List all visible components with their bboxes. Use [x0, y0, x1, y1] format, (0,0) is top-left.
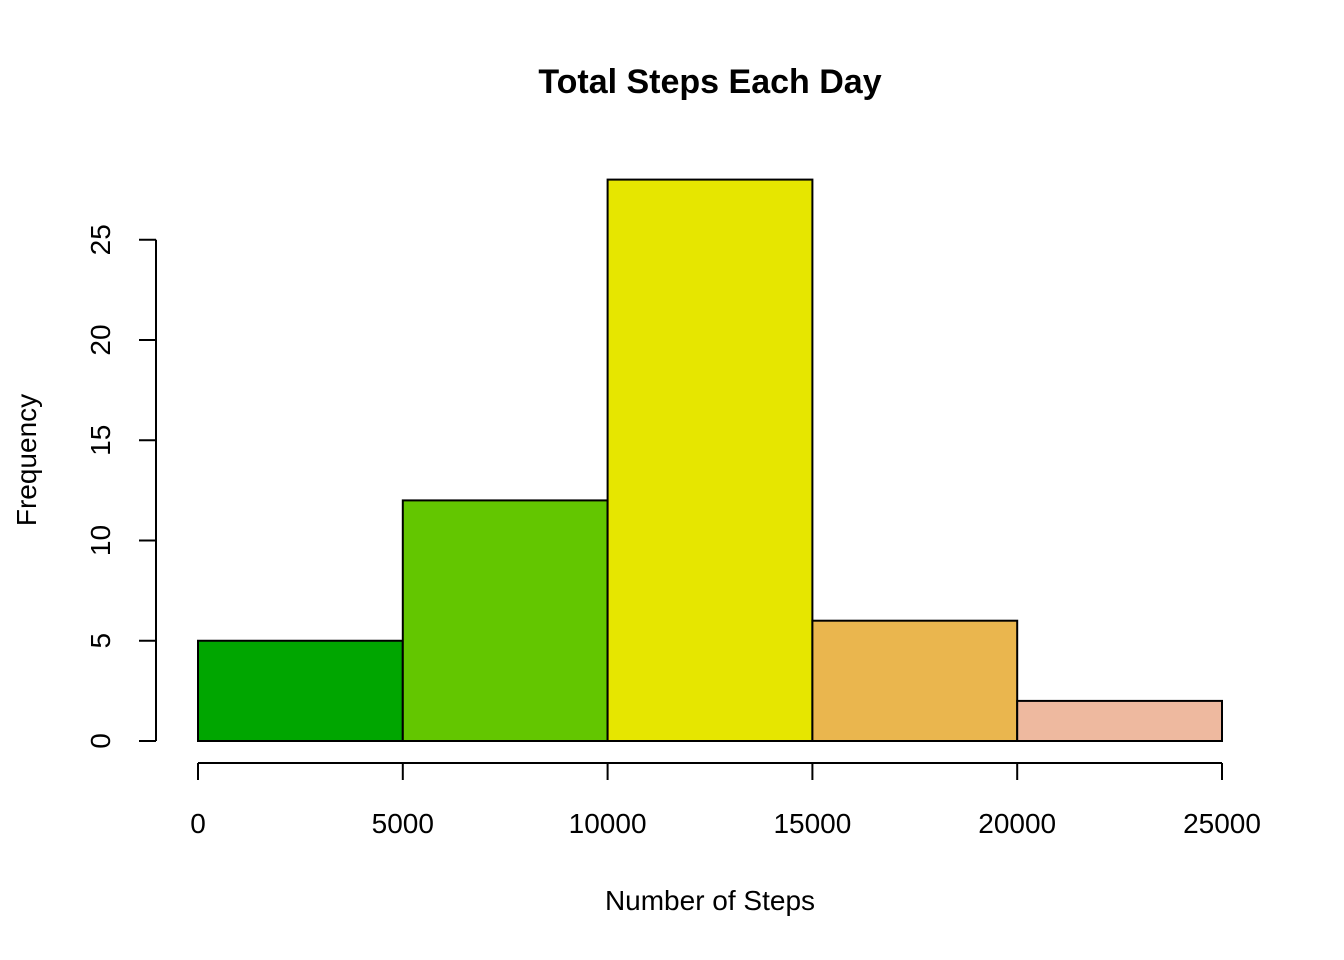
y-tick-label: 10 — [85, 525, 116, 556]
histogram-bar-0-5000 — [197, 639, 404, 742]
y-axis: 0 5 10 15 20 25 — [85, 224, 157, 749]
histogram-bar-5000-10000 — [401, 499, 609, 742]
x-axis-label: Number of Steps — [605, 885, 815, 916]
chart-title: Total Steps Each Day — [538, 63, 881, 101]
histogram-bar-10000-15000 — [606, 178, 814, 743]
x-tick-label: 25000 — [1183, 808, 1261, 839]
histogram-bar-15000-20000 — [811, 619, 1019, 743]
y-tick-label: 0 — [85, 733, 116, 749]
y-tick-label: 15 — [85, 425, 116, 456]
y-tick-label: 5 — [85, 633, 116, 649]
x-tick-label: 15000 — [773, 808, 851, 839]
y-tick-label: 25 — [85, 224, 116, 255]
x-tick-label: 20000 — [978, 808, 1056, 839]
x-tick-label: 0 — [190, 808, 206, 839]
x-tick-label: 5000 — [372, 808, 434, 839]
x-axis: 0 5000 10000 15000 20000 25000 — [190, 762, 1261, 839]
x-tick-label: 10000 — [569, 808, 647, 839]
histogram-bar-20000-25000 — [1016, 699, 1224, 743]
y-tick-label: 20 — [85, 324, 116, 355]
y-axis-label: Frequency — [11, 394, 42, 526]
bars-group — [197, 178, 1224, 743]
